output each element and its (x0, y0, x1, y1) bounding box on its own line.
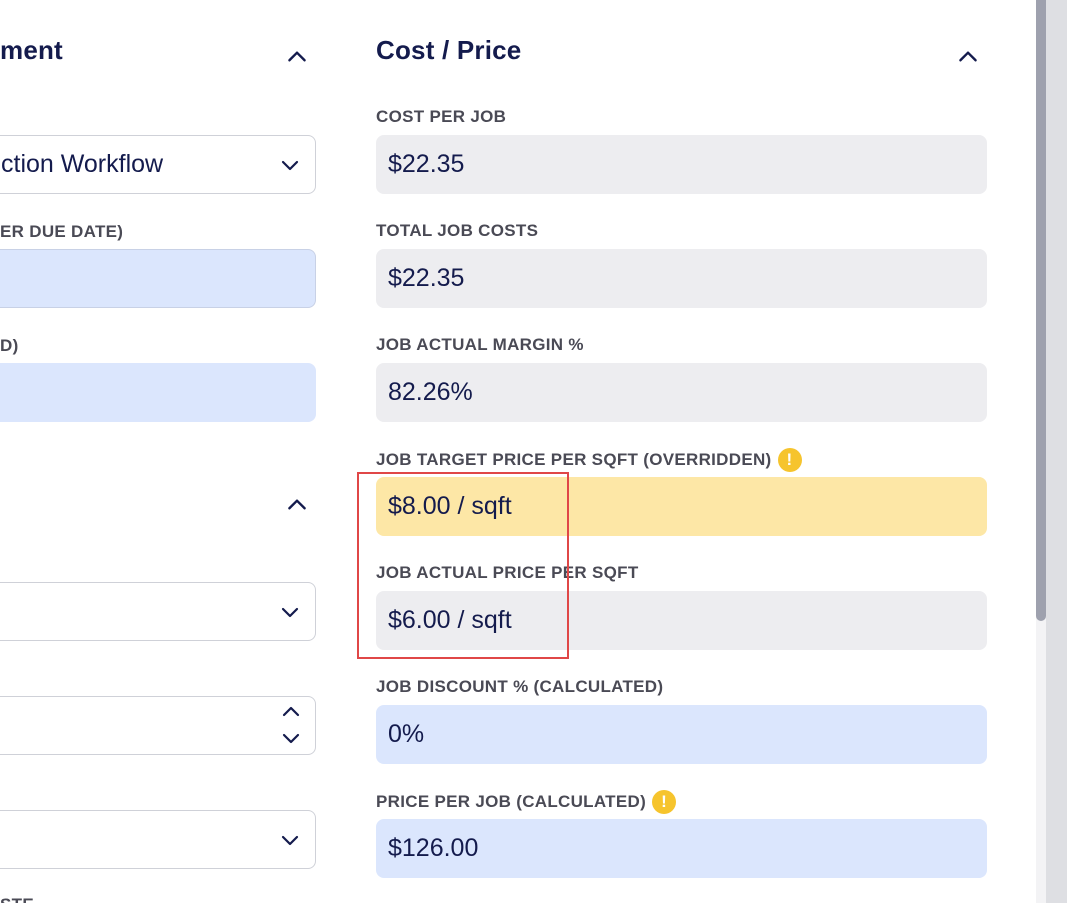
select-field-2[interactable] (0, 810, 316, 869)
bottom-label: STE (0, 894, 34, 903)
job-discount-field[interactable]: 0% (376, 705, 987, 764)
cost-per-job-field: $22.35 (376, 135, 987, 194)
price-per-job-label-text: PRICE PER JOB (CALCULATED) (376, 792, 647, 811)
collapse-chevron-up-icon[interactable] (282, 42, 312, 72)
job-discount-value: 0% (388, 720, 425, 748)
job-actual-price-field: $6.00 / sqft (376, 591, 987, 650)
select-field-1[interactable] (0, 582, 316, 641)
cost-per-job-label: COST PER JOB (376, 107, 507, 126)
job-target-price-label: JOB TARGET PRICE PER SQFT (OVERRIDDEN) ! (376, 448, 802, 472)
chevron-down-icon[interactable] (275, 597, 305, 627)
total-job-costs-label: TOTAL JOB COSTS (376, 221, 539, 240)
workflow-select[interactable]: ction Workflow (0, 135, 316, 194)
stepper-down-icon[interactable] (277, 726, 305, 750)
second-date-label: D) (0, 336, 19, 355)
second-date-field[interactable] (0, 363, 316, 422)
cost-per-job-value: $22.35 (388, 150, 465, 178)
cost-price-title: Cost / Price (376, 35, 522, 65)
job-actual-price-value: $6.00 / sqft (388, 606, 512, 634)
due-date-label: ER DUE DATE) (0, 222, 124, 241)
workflow-select-value: ction Workflow (1, 150, 164, 178)
warning-icon[interactable]: ! (777, 448, 802, 472)
job-target-price-label-text: JOB TARGET PRICE PER SQFT (OVERRIDDEN) (376, 450, 772, 469)
scrollbar-thumb[interactable] (1036, 0, 1046, 621)
price-per-job-value: $126.00 (388, 834, 479, 862)
job-actual-margin-label: JOB ACTUAL MARGIN % (376, 335, 584, 354)
total-job-costs-value: $22.35 (388, 264, 465, 292)
job-target-price-field[interactable]: $8.00 / sqft (376, 477, 987, 536)
left-section-title: ment (0, 35, 63, 65)
price-per-job-label: PRICE PER JOB (CALCULATED) ! (376, 790, 677, 814)
job-actual-price-label: JOB ACTUAL PRICE PER SQFT (376, 563, 639, 582)
job-actual-margin-value: 82.26% (388, 378, 473, 406)
collapse-chevron-up-icon-2[interactable] (282, 490, 312, 520)
due-date-field[interactable] (0, 249, 316, 308)
stepper-field[interactable] (0, 696, 316, 755)
job-discount-label: JOB DISCOUNT % (CALCULATED) (376, 677, 664, 696)
annotation-highlight-box (357, 472, 569, 659)
price-per-job-field[interactable]: $126.00 (376, 819, 987, 878)
collapse-chevron-up-icon[interactable] (953, 42, 983, 72)
chevron-down-icon[interactable] (275, 825, 305, 855)
warning-icon[interactable]: ! (652, 790, 677, 814)
chevron-down-icon[interactable] (275, 150, 305, 180)
job-actual-margin-field: 82.26% (376, 363, 987, 422)
total-job-costs-field: $22.35 (376, 249, 987, 308)
job-target-price-value: $8.00 / sqft (388, 492, 512, 520)
stepper-up-icon[interactable] (277, 700, 305, 724)
